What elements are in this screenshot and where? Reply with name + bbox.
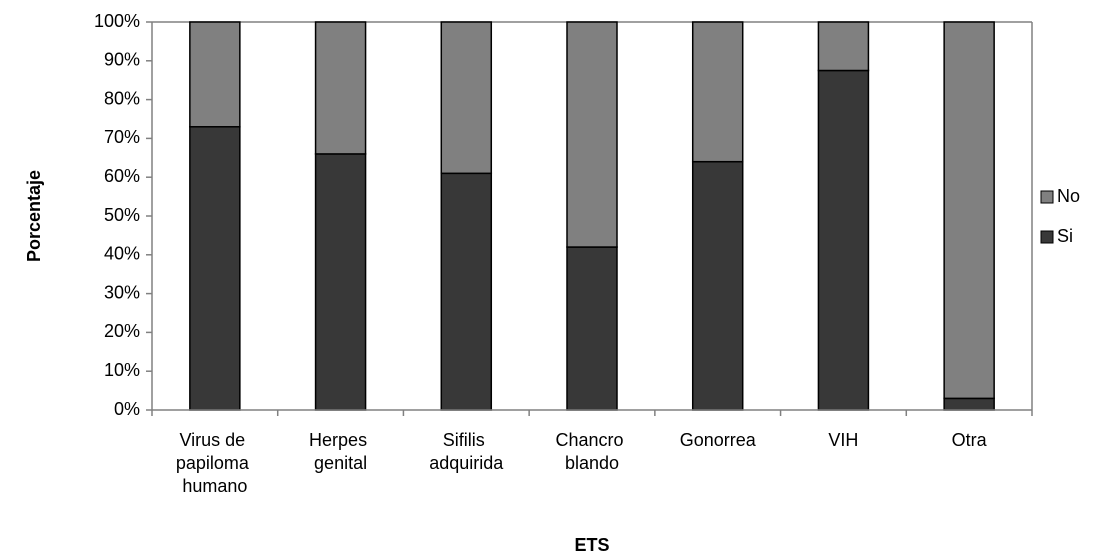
y-tick-label: 90% (104, 50, 140, 70)
bar-segment (440, 172, 493, 411)
y-tick-label: 10% (104, 360, 140, 380)
bar-segment (691, 21, 744, 163)
legend-label: Si (1057, 226, 1073, 246)
legend-swatch (1040, 230, 1054, 244)
x-axis-title: ETS (574, 535, 609, 555)
x-tick-label: Virus de papiloma humano (176, 430, 254, 496)
x-tick-label: VIH (828, 430, 858, 450)
y-tick-label: 100% (94, 11, 140, 31)
bar-segment (440, 21, 493, 175)
bar-segment (189, 21, 241, 128)
bar-segment (566, 246, 618, 411)
y-tick-label: 40% (104, 244, 140, 264)
bar-segment (566, 21, 618, 248)
bar-segment (817, 21, 870, 72)
y-tick-label: 20% (104, 321, 140, 341)
x-tick-label: Otra (952, 430, 988, 450)
x-tick-label: Sifilis adquirida (429, 430, 504, 473)
bar-segment (189, 126, 241, 411)
bar-segment (314, 153, 367, 411)
y-tick-label: 50% (104, 205, 140, 225)
x-tick-label: Gonorrea (680, 430, 757, 450)
bar-segment (943, 21, 995, 400)
legend-swatch (1040, 190, 1054, 204)
bar-segment (691, 160, 744, 411)
y-tick-label: 70% (104, 127, 140, 147)
x-tick-label: Herpes genital (309, 430, 372, 473)
bar-segment (817, 69, 870, 411)
legend-label: No (1057, 186, 1080, 206)
bar-segment (943, 397, 995, 411)
y-tick-label: 0% (114, 399, 140, 419)
y-tick-label: 60% (104, 166, 140, 186)
x-tick-label: Chancro blando (555, 430, 628, 473)
y-axis-title: Porcentaje (24, 170, 44, 262)
y-tick-label: 80% (104, 88, 140, 108)
bar-segment (314, 21, 367, 155)
y-tick-label: 30% (104, 282, 140, 302)
